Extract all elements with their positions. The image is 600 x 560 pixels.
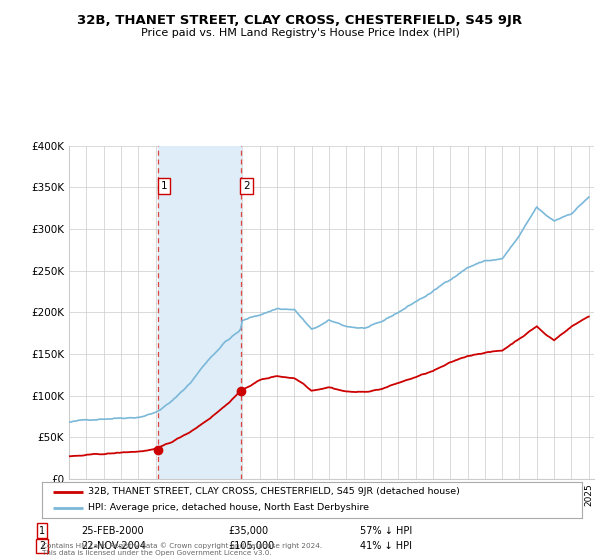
Text: 57% ↓ HPI: 57% ↓ HPI [360, 526, 412, 536]
Text: 22-NOV-2004: 22-NOV-2004 [81, 541, 146, 551]
Text: 32B, THANET STREET, CLAY CROSS, CHESTERFIELD, S45 9JR (detached house): 32B, THANET STREET, CLAY CROSS, CHESTERF… [88, 487, 460, 496]
Text: 25-FEB-2000: 25-FEB-2000 [81, 526, 143, 536]
Bar [158, 146, 241, 479]
Text: Contains HM Land Registry data © Crown copyright and database right 2024.
This d: Contains HM Land Registry data © Crown c… [42, 542, 322, 556]
Text: Price paid vs. HM Land Registry's House Price Index (HPI): Price paid vs. HM Land Registry's House … [140, 28, 460, 38]
Text: 2: 2 [39, 541, 45, 551]
Text: 1: 1 [161, 180, 167, 190]
Text: HPI: Average price, detached house, North East Derbyshire: HPI: Average price, detached house, Nort… [88, 503, 369, 512]
Text: 41% ↓ HPI: 41% ↓ HPI [360, 541, 412, 551]
Text: 2: 2 [243, 180, 250, 190]
Text: £105,000: £105,000 [228, 541, 274, 551]
Text: 1: 1 [39, 526, 45, 536]
Text: 32B, THANET STREET, CLAY CROSS, CHESTERFIELD, S45 9JR: 32B, THANET STREET, CLAY CROSS, CHESTERF… [77, 14, 523, 27]
Text: £35,000: £35,000 [228, 526, 268, 536]
